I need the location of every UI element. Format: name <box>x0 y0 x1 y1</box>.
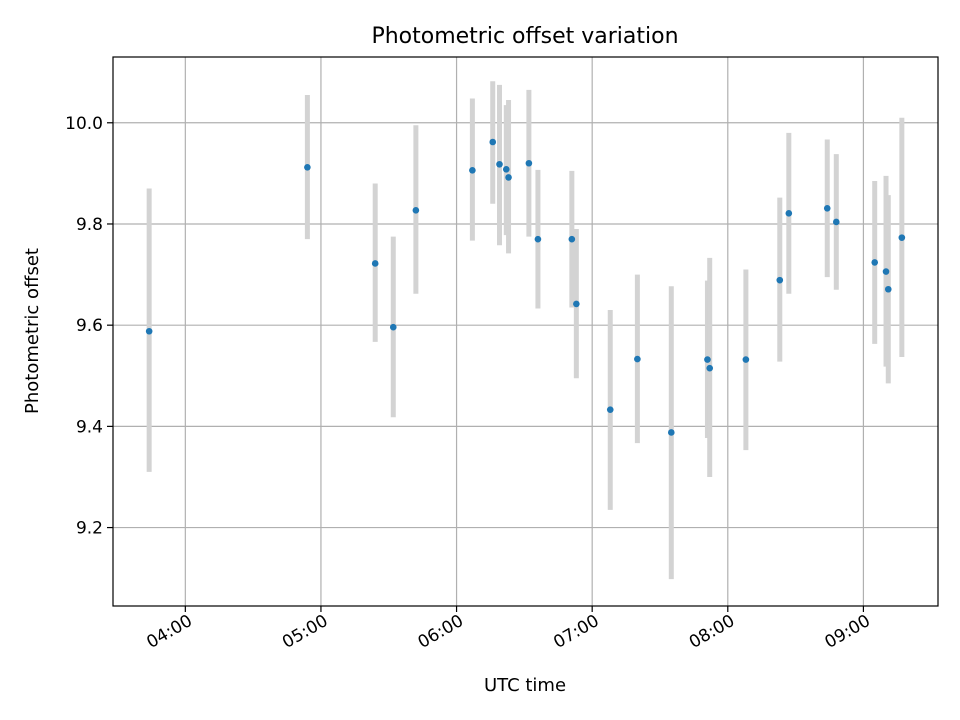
data-point <box>469 167 476 174</box>
y-tick-label: 9.2 <box>76 519 103 539</box>
data-point <box>573 300 580 308</box>
data-points <box>145 138 906 436</box>
plot-area <box>112 56 939 607</box>
data-point <box>606 406 614 413</box>
y-tick-label: 9.8 <box>76 215 103 235</box>
data-point <box>412 207 420 214</box>
data-point <box>706 364 714 372</box>
data-point <box>496 160 503 168</box>
data-point <box>389 323 397 331</box>
data-point <box>534 235 542 243</box>
data-point <box>882 268 890 275</box>
x-axis-label: UTC time <box>484 675 566 696</box>
y-tick-label: 9.6 <box>76 316 103 336</box>
y-axis: 9.2 9.4 9.6 9.8 10.0 <box>65 114 113 539</box>
data-point <box>568 235 576 243</box>
data-point <box>898 234 906 241</box>
plot-frame <box>112 56 939 607</box>
data-point <box>145 327 153 335</box>
data-point <box>785 210 793 217</box>
data-point <box>502 166 510 173</box>
data-point <box>634 355 641 363</box>
data-point <box>832 218 840 226</box>
y-axis-label: Photometric offset <box>22 248 43 414</box>
data-point <box>742 356 750 363</box>
chart-title: Photometric offset variation <box>371 24 678 49</box>
data-point <box>704 356 711 363</box>
data-point <box>884 285 892 293</box>
data-point <box>304 164 311 171</box>
y-tick-label: 10.0 <box>65 114 103 134</box>
data-point <box>823 204 831 212</box>
data-point <box>489 138 497 146</box>
data-point <box>371 260 379 267</box>
data-point <box>505 174 512 181</box>
grid <box>113 57 938 606</box>
y-tick-label: 9.4 <box>76 417 103 437</box>
data-point <box>525 159 533 167</box>
data-point <box>871 259 879 266</box>
data-point <box>776 276 784 284</box>
data-point <box>667 429 675 436</box>
